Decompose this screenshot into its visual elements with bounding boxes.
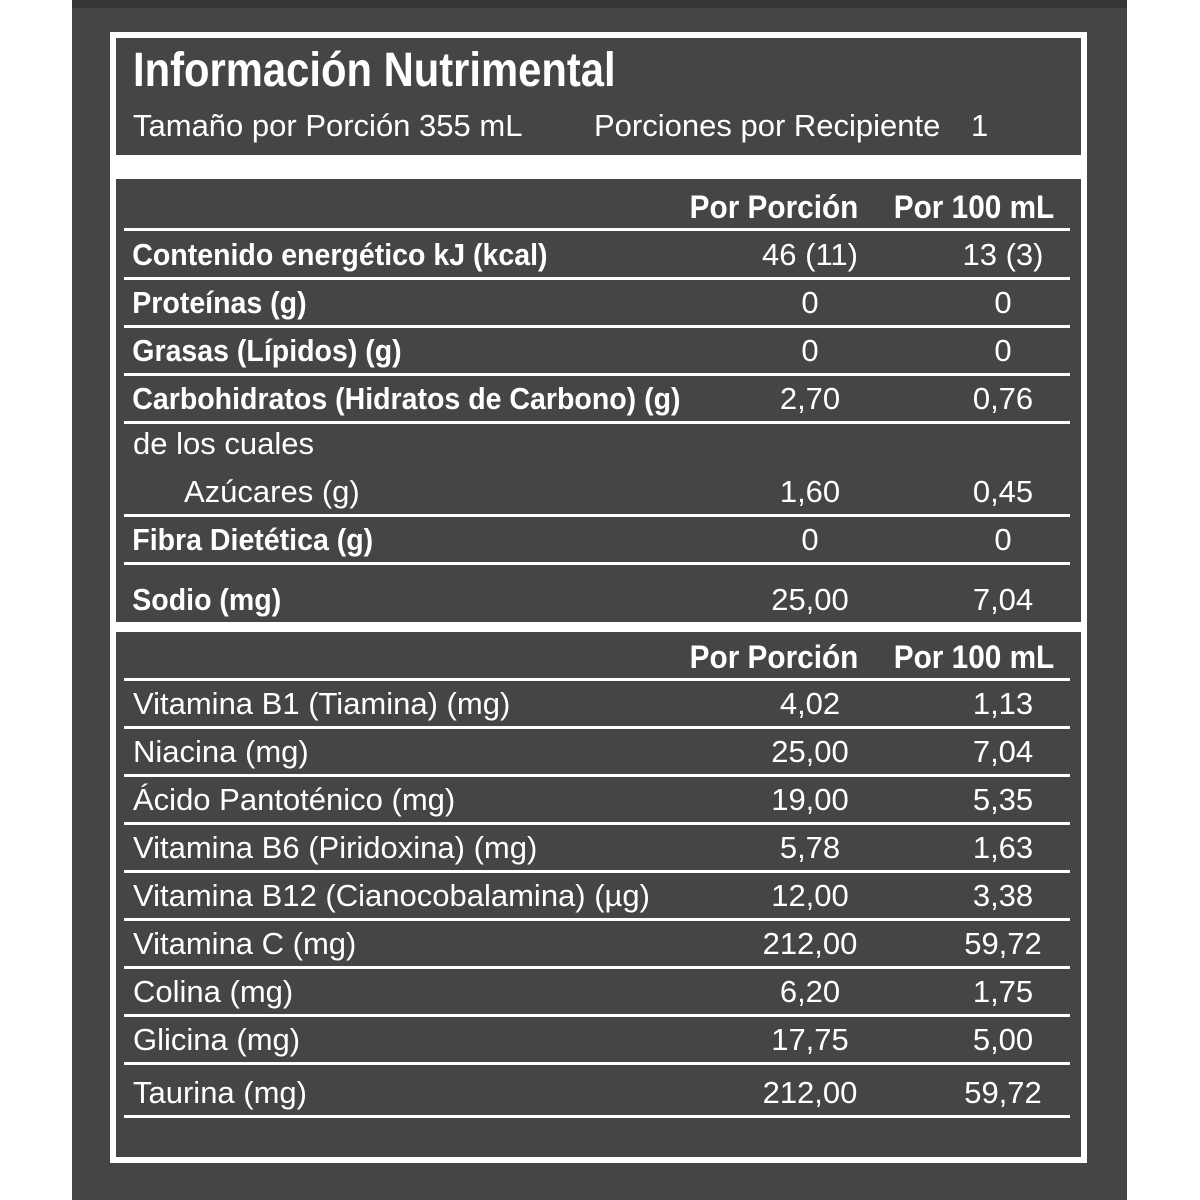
row-value-per-portion: 212,00 [762,926,858,961]
row-label: Sodio (mg) [132,582,282,617]
row-value-per-portion: 25,00 [771,582,849,617]
row-value-per-100ml: 1,63 [972,830,1034,865]
row-value-per-100ml: 13 (3) [962,237,1044,272]
row-value-per-100ml: 5,35 [972,782,1034,817]
vitamins-header-row: Por Porción Por 100 mL [124,632,1070,681]
row-value-per-portion: 0 [801,522,819,557]
row-value-per-portion: 0 [801,333,819,368]
table-row-acido-pantotenico: Ácido Pantoténico (mg) 19,00 5,35 [124,777,1070,825]
main-table-header-row: Por Porción Por 100 mL [124,179,1070,228]
table-row-carbohidratos: Carbohidratos (Hidratos de Carbono) (g) … [124,376,1070,424]
row-value-per-portion: 5,78 [779,830,841,865]
row-value-per-portion: 4,02 [779,686,841,721]
row-label: Glicina (mg) [133,1022,301,1057]
serving-info-row: Tamaño por Porción 355 mL Porciones por … [133,107,1071,143]
col-header-per-100ml: Por 100 mL [893,189,1055,225]
nutrition-facts-box: Información Nutrimental Tamaño por Porci… [110,32,1087,1163]
thick-separator-top [116,155,1081,179]
row-value-per-100ml: 7,04 [972,734,1034,769]
row-value-per-100ml: 59,72 [964,1075,1042,1110]
serving-size-text: Tamaño por Porción 355 mL [133,107,523,143]
main-nutrients-table: Por Porción Por 100 mL Contenido energét… [124,179,1070,622]
row-label: Azúcares (g) [184,474,360,509]
row-value-per-portion: 17,75 [771,1022,849,1057]
row-value-per-100ml: 5,00 [972,1022,1034,1057]
row-value-per-portion: 12,00 [771,878,849,913]
row-label: Niacina (mg) [133,734,309,769]
vitamins-table: Por Porción Por 100 mL Vitamina B1 (Tiam… [124,632,1070,1118]
servings-label: Porciones por Recipiente [594,107,941,143]
table-row-sodio: Sodio (mg) 25,00 7,04 [124,565,1070,622]
row-value-per-portion: 1,60 [779,474,841,509]
row-value-per-100ml: 3,38 [972,878,1034,913]
row-label: Vitamina B12 (Cianocobalamina) (µg) [133,878,650,913]
table-row-azucares: Azúcares (g) 1,60 0,45 [124,466,1070,517]
col-header-per-portion: Por Porción [689,189,859,225]
row-label: Taurina (mg) [133,1075,307,1110]
row-value-per-portion: 6,20 [779,974,841,1009]
servings-value: 1 [970,107,989,143]
row-label: Vitamina C (mg) [133,926,357,961]
row-label: Vitamina B6 (Piridoxina) (mg) [133,830,538,865]
table-row-de-los-cuales: de los cuales [124,424,1070,466]
col-header-per-portion: Por Porción [689,639,859,675]
row-value-per-100ml: 1,13 [972,686,1034,721]
servings-per-container: Porciones por Recipiente 1 [594,107,989,143]
table-row-energia: Contenido energético kJ (kcal) 46 (11) 1… [124,228,1070,280]
row-value-per-100ml: 0 [994,285,1012,320]
row-label: Contenido energético kJ (kcal) [132,237,548,272]
row-label: Colina (mg) [133,974,294,1009]
box-bottom-spacer [116,1118,1081,1157]
table-row-taurina: Taurina (mg) 212,00 59,72 [124,1065,1070,1118]
table-row-fibra: Fibra Dietética (g) 0 0 [124,517,1070,565]
table-row-vitamina-b6: Vitamina B6 (Piridoxina) (mg) 5,78 1,63 [124,825,1070,873]
row-value-per-100ml: 0,76 [972,381,1034,416]
table-row-vitamina-c: Vitamina C (mg) 212,00 59,72 [124,921,1070,969]
table-row-glicina: Glicina (mg) 17,75 5,00 [124,1017,1070,1065]
table-row-proteinas: Proteínas (g) 0 0 [124,280,1070,328]
table-row-vitamina-b12: Vitamina B12 (Cianocobalamina) (µg) 12,0… [124,873,1070,921]
row-value-per-100ml: 0 [994,333,1012,368]
row-label: Fibra Dietética (g) [132,522,374,557]
table-row-niacina: Niacina (mg) 25,00 7,04 [124,729,1070,777]
row-label: Carbohidratos (Hidratos de Carbono) (g) [132,381,681,416]
row-label: Proteínas (g) [132,285,307,320]
row-value-per-portion: 25,00 [771,734,849,769]
row-value-per-portion: 0 [801,285,819,320]
row-value-per-100ml: 7,04 [972,582,1034,617]
row-value-per-100ml: 1,75 [972,974,1034,1009]
row-value-per-portion: 2,70 [779,381,841,416]
col-header-per-100ml: Por 100 mL [893,639,1055,675]
row-label: Vitamina B1 (Tiamina) (mg) [133,686,511,721]
row-label: de los cuales [133,426,314,461]
row-value-per-portion: 19,00 [771,782,849,817]
row-value-per-100ml: 0 [994,522,1012,557]
table-row-grasas: Grasas (Lípidos) (g) 0 0 [124,328,1070,376]
table-row-vitamina-b1: Vitamina B1 (Tiamina) (mg) 4,02 1,13 [124,681,1070,729]
row-label: Grasas (Lípidos) (g) [132,333,402,368]
row-value-per-portion: 212,00 [762,1075,858,1110]
row-value-per-100ml: 59,72 [964,926,1042,961]
label-title: Información Nutrimental [133,44,616,97]
row-label: Ácido Pantoténico (mg) [133,782,456,817]
header-section: Información Nutrimental Tamaño por Porci… [116,38,1081,155]
thick-separator-middle [116,622,1081,632]
row-value-per-portion: 46 (11) [762,237,858,272]
panel-top-edge [72,0,1127,8]
row-value-per-100ml: 0,45 [972,474,1034,509]
label-panel: Información Nutrimental Tamaño por Porci… [72,0,1127,1200]
table-row-colina: Colina (mg) 6,20 1,75 [124,969,1070,1017]
